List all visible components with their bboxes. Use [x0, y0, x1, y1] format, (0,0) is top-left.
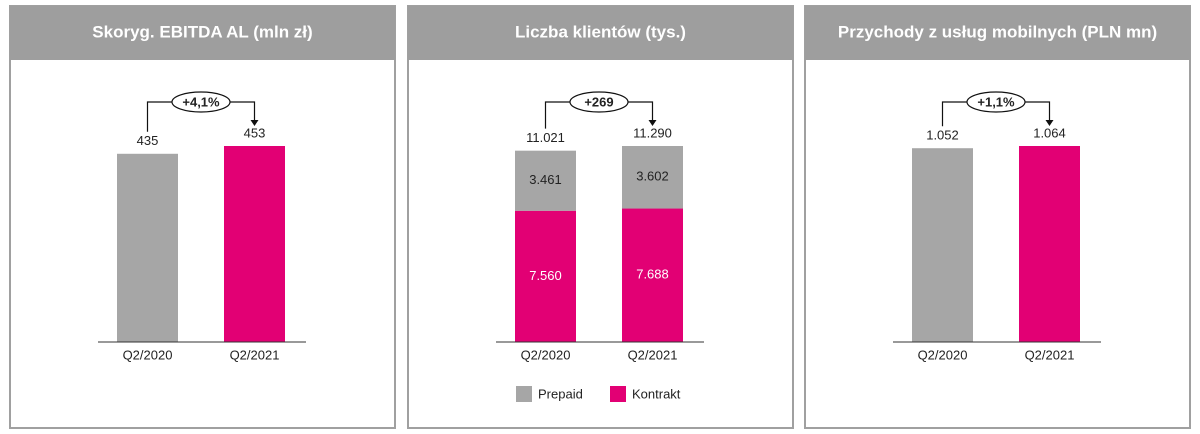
annotation-oval [569, 91, 629, 113]
bar [117, 153, 178, 342]
annotation-oval [171, 91, 231, 113]
chart-title: Skoryg. EBITDA AL (mln zł) [92, 22, 312, 41]
segment-label: 3.461 [529, 172, 562, 187]
legend-swatch [610, 386, 626, 402]
bar-segment [515, 210, 576, 342]
panel [9, 5, 396, 429]
panel-header [805, 6, 1190, 60]
chart-title: Liczba klientów (tys.) [515, 22, 686, 41]
value-label: 1.052 [926, 128, 959, 143]
segment-label: 7.560 [529, 268, 562, 283]
panel [804, 5, 1191, 429]
total-label: 11.021 [526, 130, 565, 145]
annotation-oval [966, 91, 1026, 113]
annotation-label: +4,1% [182, 94, 220, 109]
value-label: 1.064 [1033, 125, 1066, 140]
bar-segment [622, 146, 683, 209]
value-label: 453 [244, 125, 266, 140]
annotation-arrowhead [648, 120, 657, 126]
legend-label: Prepaid [538, 386, 583, 401]
segment-label: 3.602 [636, 169, 669, 184]
annotation-label: +269 [584, 94, 613, 109]
segment-label: 7.688 [636, 267, 669, 282]
annotation-arrowhead [1045, 120, 1054, 126]
x-tick-label: Q2/2021 [1025, 347, 1075, 362]
panel [407, 5, 794, 429]
chart-title: Przychody z usług mobilnych (PLN mn) [838, 22, 1157, 41]
x-tick-label: Q2/2021 [230, 347, 280, 362]
legend-swatch [516, 386, 532, 402]
bar [912, 148, 973, 342]
x-tick-label: Q2/2020 [918, 347, 968, 362]
panel-header [10, 6, 395, 60]
annotation-label: +1,1% [977, 94, 1015, 109]
annotation-arrowhead [250, 120, 259, 126]
legend-label: Kontrakt [632, 386, 681, 401]
bar-segment [622, 208, 683, 342]
value-label: 435 [137, 133, 159, 148]
x-tick-label: Q2/2020 [521, 347, 571, 362]
x-tick-label: Q2/2021 [628, 347, 678, 362]
bar [224, 146, 285, 342]
panel-header [408, 6, 793, 60]
total-label: 11.290 [633, 125, 672, 140]
bar [1019, 146, 1080, 342]
x-tick-label: Q2/2020 [123, 347, 173, 362]
bar-segment [515, 150, 576, 211]
